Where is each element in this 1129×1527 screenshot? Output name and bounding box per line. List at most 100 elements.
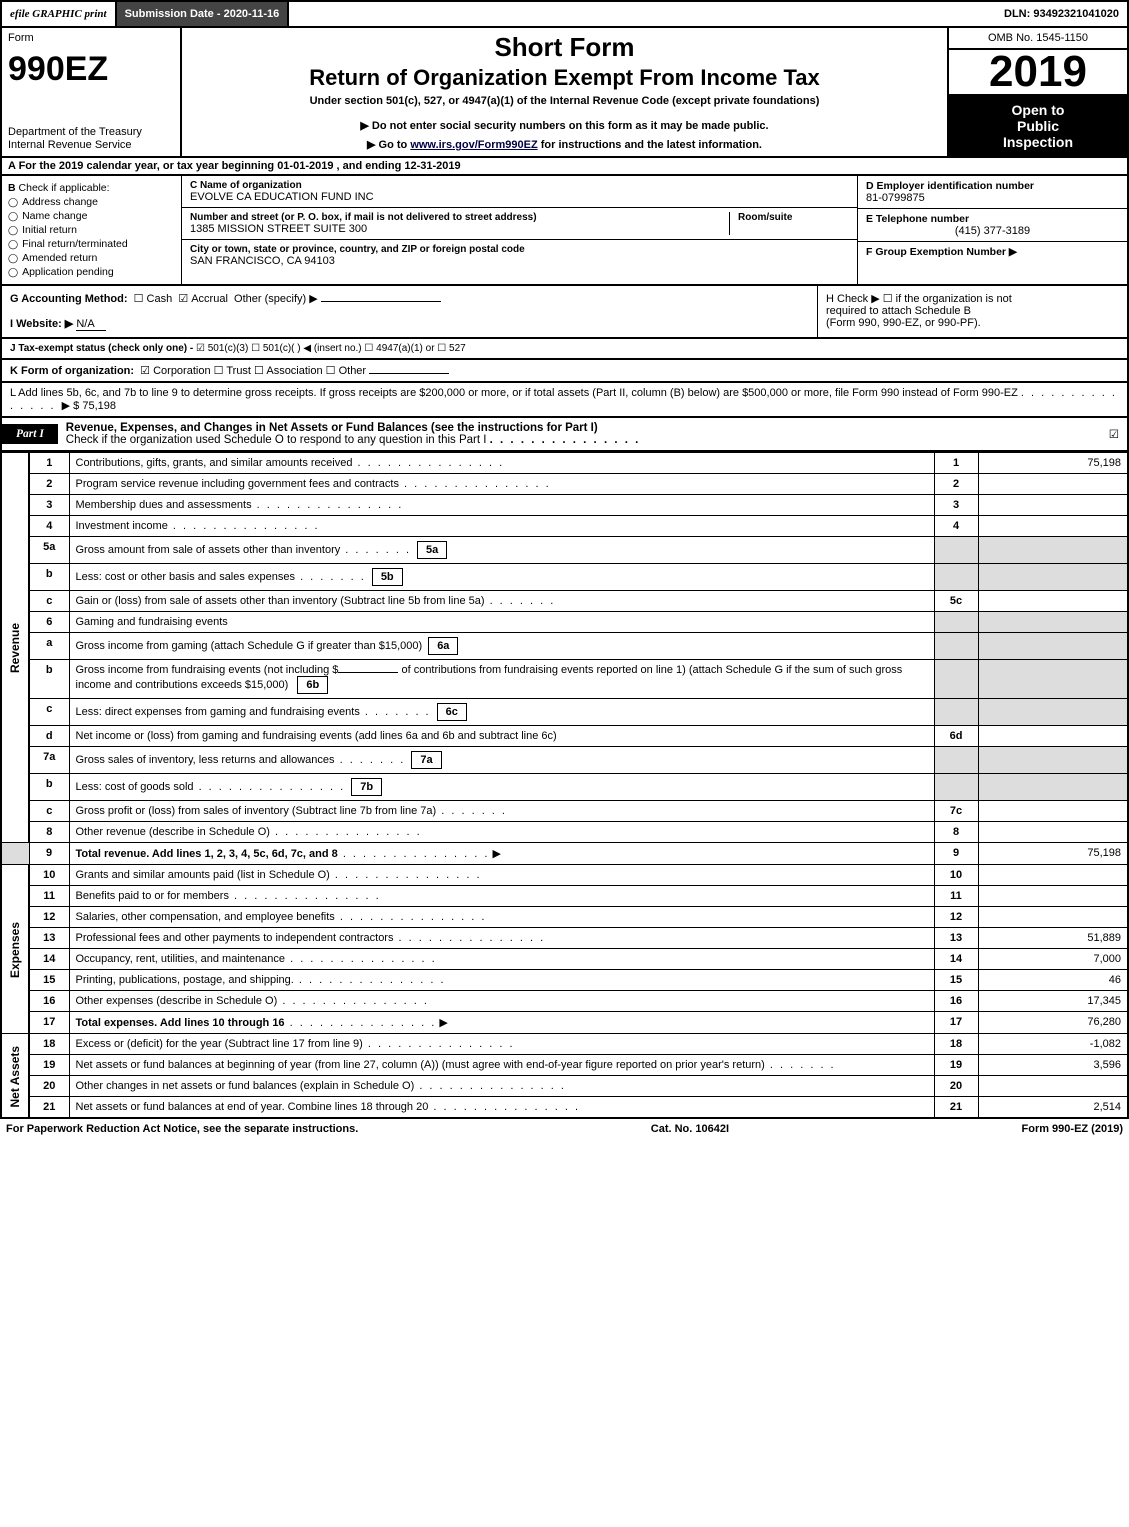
line-amount [978, 907, 1128, 928]
goto-line: ▶ Go to www.irs.gov/Form990EZ for instru… [192, 138, 937, 151]
street-label: Number and street (or P. O. box, if mail… [190, 212, 729, 223]
line-ref: 18 [934, 1034, 978, 1055]
chk-address[interactable]: Address change [8, 196, 175, 208]
line-text: Program service revenue including govern… [69, 474, 934, 495]
line-text: Other changes in net assets or fund bala… [69, 1076, 934, 1097]
line-text: Gain or (loss) from sale of assets other… [69, 591, 934, 612]
line-ref: 21 [934, 1097, 978, 1119]
form-number: 990EZ [8, 50, 174, 89]
line-num: 15 [29, 970, 69, 991]
efile-label[interactable]: efile GRAPHIC print [2, 2, 117, 26]
inner-box: 7b [351, 778, 382, 796]
line-amount [978, 495, 1128, 516]
line-amount: 7,000 [978, 949, 1128, 970]
inner-box: 6c [437, 703, 467, 721]
line-text: Gross profit or (loss) from sales of inv… [69, 801, 934, 822]
line-num: b [29, 564, 69, 591]
city-label: City or town, state or province, country… [190, 244, 849, 255]
line-amount [978, 886, 1128, 907]
shade-cell [934, 774, 978, 801]
line-text: Total revenue. Add lines 1, 2, 3, 4, 5c,… [69, 843, 934, 865]
shade-cell [934, 612, 978, 633]
line-num: 4 [29, 516, 69, 537]
top-bar: efile GRAPHIC print Submission Date - 20… [0, 0, 1129, 28]
group-exemption-label: F Group Exemption Number ▶ [866, 246, 1119, 258]
tax-year: 2019 [949, 50, 1127, 96]
line-ref: 5c [934, 591, 978, 612]
line-num: 13 [29, 928, 69, 949]
chk-initial[interactable]: Initial return [8, 224, 175, 236]
g-label: G Accounting Method: [10, 293, 128, 305]
row-l: L Add lines 5b, 6c, and 7b to line 9 to … [0, 383, 1129, 418]
line-num: a [29, 633, 69, 660]
dots-icon [490, 434, 641, 446]
accounting-method: G Accounting Method: Cash Accrual Other … [2, 286, 817, 337]
inspect2: Public [953, 118, 1123, 134]
telephone: (415) 377-3189 [866, 225, 1119, 237]
j-opts: ☑ 501(c)(3) ☐ 501(c)( ) ◀ (insert no.) ☐… [196, 343, 466, 354]
line-ref: 13 [934, 928, 978, 949]
line-amount: 76,280 [978, 1012, 1128, 1034]
under-section: Under section 501(c), 527, or 4947(a)(1)… [192, 95, 937, 107]
ssn-notice: ▶ Do not enter social security numbers o… [192, 119, 937, 132]
line-amount: 17,345 [978, 991, 1128, 1012]
revenue-sidelabel: Revenue [1, 453, 29, 843]
line-ref: 1 [934, 453, 978, 474]
netassets-sidelabel: Net Assets [1, 1034, 29, 1119]
line-num: 14 [29, 949, 69, 970]
return-title: Return of Organization Exempt From Incom… [192, 65, 937, 91]
line-text: Net assets or fund balances at end of ye… [69, 1097, 934, 1119]
line-ref: 3 [934, 495, 978, 516]
shade-cell [978, 633, 1128, 660]
line-ref: 17 [934, 1012, 978, 1034]
form-word: Form [8, 32, 174, 44]
l-amount: ▶ $ 75,198 [62, 400, 116, 412]
short-form-title: Short Form [192, 32, 937, 63]
line-num: 17 [29, 1012, 69, 1034]
line-num: 19 [29, 1055, 69, 1076]
line-num: 21 [29, 1097, 69, 1119]
line-ref: 12 [934, 907, 978, 928]
g-other[interactable]: Other (specify) ▶ [234, 293, 318, 305]
shade-cell [978, 660, 1128, 699]
g-cash[interactable]: Cash [134, 293, 173, 305]
part-i-check[interactable]: ☑ [1101, 423, 1127, 445]
header-center: Short Form Return of Organization Exempt… [182, 28, 947, 156]
inspect3: Inspection [953, 134, 1123, 150]
line-ref: 19 [934, 1055, 978, 1076]
header-left: Form 990EZ Department of the Treasury In… [2, 28, 182, 156]
line-num: 6 [29, 612, 69, 633]
line-amount [978, 516, 1128, 537]
shade-cell [934, 633, 978, 660]
inspect1: Open to [953, 102, 1123, 118]
line-amount [978, 801, 1128, 822]
shade-cell [978, 747, 1128, 774]
line-num: 1 [29, 453, 69, 474]
line-amount [978, 726, 1128, 747]
org-name: EVOLVE CA EDUCATION FUND INC [190, 191, 849, 203]
line-text: Investment income [69, 516, 934, 537]
line-text: Printing, publications, postage, and shi… [69, 970, 934, 991]
shade-cell [934, 660, 978, 699]
line-text: Salaries, other compensation, and employ… [69, 907, 934, 928]
chk-final[interactable]: Final return/terminated [8, 238, 175, 250]
inner-box: 6a [428, 637, 458, 655]
line-text: Gross sales of inventory, less returns a… [69, 747, 934, 774]
k-opts: ☑ Corporation ☐ Trust ☐ Association ☐ Ot… [140, 365, 366, 377]
line-text: Net assets or fund balances at beginning… [69, 1055, 934, 1076]
h-text1: H Check ▶ ☐ if the organization is not [826, 292, 1119, 305]
shade-cell [978, 699, 1128, 726]
row-j: J Tax-exempt status (check only one) - ☑… [0, 339, 1129, 360]
line-ref: 9 [934, 843, 978, 865]
chk-pending[interactable]: Application pending [8, 266, 175, 278]
irs-link[interactable]: www.irs.gov/Form990EZ [410, 139, 537, 151]
g-accrual[interactable]: Accrual [178, 293, 228, 305]
h-text2: required to attach Schedule B [826, 305, 1119, 317]
line-ref: 10 [934, 865, 978, 886]
inspection-badge: Open to Public Inspection [949, 96, 1127, 156]
part-i-checknote: Check if the organization used Schedule … [66, 434, 487, 446]
line-num: 16 [29, 991, 69, 1012]
chk-name[interactable]: Name change [8, 210, 175, 222]
chk-amended[interactable]: Amended return [8, 252, 175, 264]
inner-box: 7a [411, 751, 441, 769]
